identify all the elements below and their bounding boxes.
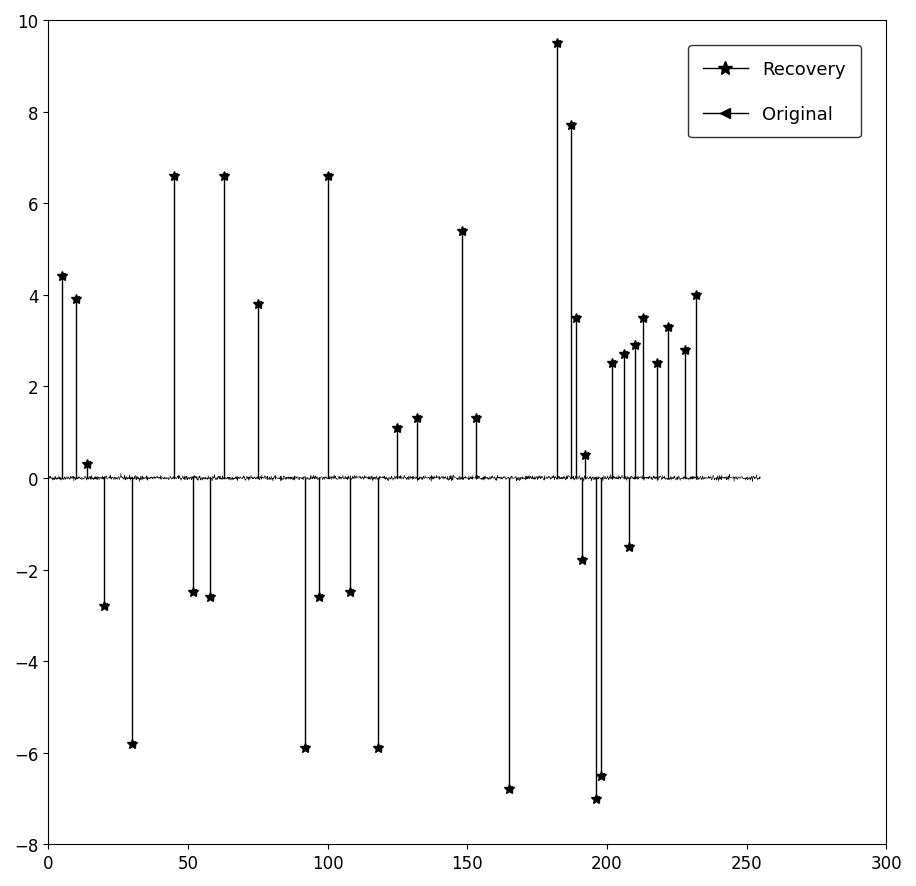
Legend: Recovery, Original: Recovery, Original bbox=[689, 46, 860, 138]
